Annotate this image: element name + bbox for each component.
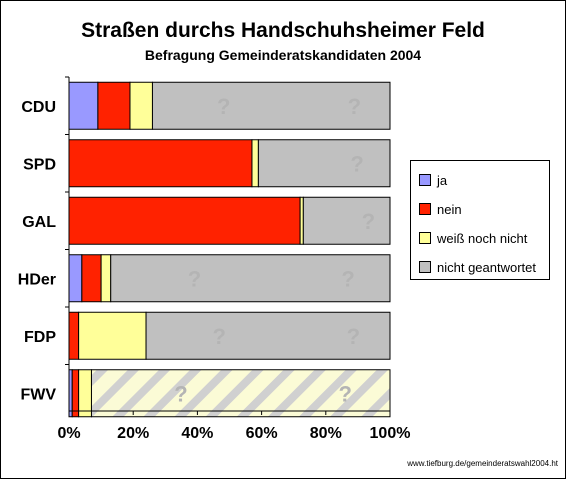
bar-cdu-weiss-noch-nicht	[129, 81, 153, 130]
bar-fdp-nein	[68, 311, 80, 360]
bar-hder-nicht-geantwortet	[110, 254, 391, 303]
bar-spd-weiss-noch-nicht	[251, 139, 259, 188]
bar-cdu-ja	[68, 81, 99, 130]
legend-label-nicht-geantwortet: nicht geantwortet	[437, 259, 537, 275]
x-tick-label-6: 100%	[370, 425, 411, 442]
bar-fdp-weiss-noch-nicht	[78, 311, 147, 360]
legend-item-nein: nein	[419, 201, 462, 217]
x-tick-label-4: 60%	[246, 425, 278, 442]
legend-item-weiss-noch-nicht: weiß noch nicht	[419, 230, 527, 246]
bar-spd-nicht-geantwortet	[257, 139, 391, 188]
category-label-hder: HDer	[18, 271, 56, 288]
question-mark-fwv-1: ?	[174, 381, 187, 406]
bar-fwv-nicht-geantwortet	[90, 369, 391, 418]
x-tick-label-3: 40%	[181, 425, 213, 442]
question-mark-hder-2: ?	[341, 266, 354, 291]
source-url: www.tiefburg.de/gemeinderatswahl2004.ht	[407, 459, 558, 468]
question-mark-fdp-1: ?	[213, 324, 226, 349]
category-label-spd: SPD	[23, 156, 56, 173]
bar-hder-nein	[81, 254, 102, 303]
legend-swatch-ja	[419, 174, 431, 186]
bar-hder-weiss-noch-nicht	[100, 254, 112, 303]
category-label-cdu: CDU	[21, 99, 56, 116]
question-mark-fwv-2: ?	[338, 381, 351, 406]
legend-label-ja: ja	[437, 172, 448, 188]
bar-spd-nein	[68, 139, 253, 188]
category-label-fdp: FDP	[24, 329, 56, 346]
bar-hder-ja	[68, 254, 83, 303]
bar-fdp-nicht-geantwortet	[145, 311, 391, 360]
bar-gal-nein	[68, 196, 301, 245]
x-tick-label-1: 0%	[57, 425, 80, 442]
legend-item-nicht-geantwortet: nicht geantwortet	[419, 259, 536, 275]
bar-fwv-nein	[71, 369, 80, 418]
bar-cdu-nicht-geantwortet	[151, 81, 391, 130]
legend-swatch-nicht-geantwortet	[419, 261, 431, 273]
question-mark-gal-1: ?	[362, 209, 375, 234]
question-mark-cdu-2: ?	[348, 94, 361, 119]
chart-subtitle: Befragung Gemeinderatskandidaten 2004	[144, 47, 422, 63]
legend: ja nein weiß noch nicht nicht geantworte…	[410, 160, 550, 280]
bar-fwv-weiss-noch-nicht	[78, 369, 92, 418]
question-mark-fdp-2: ?	[347, 324, 360, 349]
chart-title: Straßen durchs Handschuhsheimer Feld	[81, 19, 485, 42]
question-mark-spd-1: ?	[350, 151, 363, 176]
x-tick-label-5: 80%	[310, 425, 342, 442]
question-mark-hder-1: ?	[188, 266, 201, 291]
legend-swatch-weiss-noch-nicht	[419, 232, 431, 244]
legend-item-ja: ja	[419, 172, 447, 188]
category-label-fwv: FWV	[20, 386, 56, 403]
legend-swatch-nein	[419, 203, 431, 215]
x-tick-label-2: 20%	[117, 425, 149, 442]
bar-gal-nicht-geantwortet	[302, 196, 391, 245]
bar-cdu-nein	[97, 81, 131, 130]
question-mark-cdu-1: ?	[217, 94, 230, 119]
legend-label-weiss-noch-nicht: weiß noch nicht	[437, 230, 528, 246]
legend-label-nein: nein	[437, 201, 462, 217]
category-label-gal: GAL	[22, 214, 56, 231]
